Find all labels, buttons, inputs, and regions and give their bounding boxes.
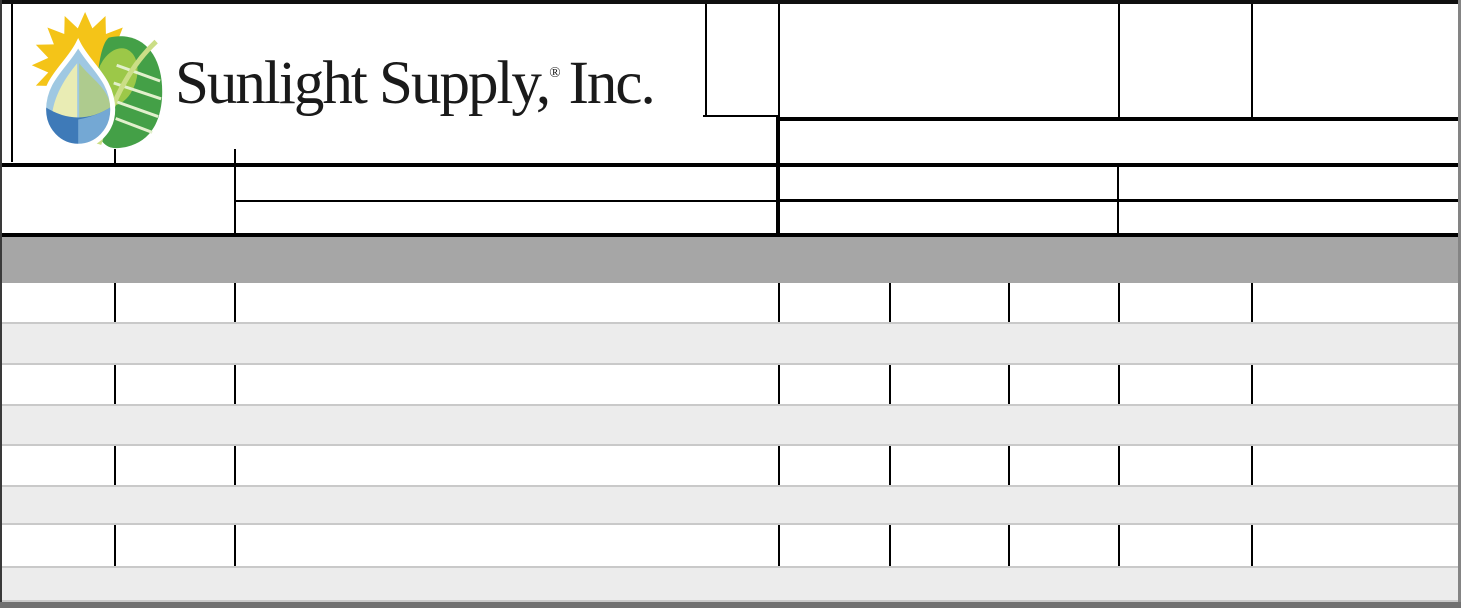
item-row-3-col-line-2 bbox=[234, 446, 236, 485]
item-row-3-col-line-6 bbox=[1118, 446, 1120, 485]
item-row-4-col-line-6 bbox=[1118, 525, 1120, 566]
header-cell-1 bbox=[780, 4, 1118, 116]
logo-text-suffix: Inc. bbox=[568, 49, 656, 117]
item-row-3-col-line-7 bbox=[1251, 446, 1253, 485]
header-cell-small bbox=[707, 4, 778, 116]
item-row-2-col-line-4 bbox=[889, 365, 891, 404]
item-row-4-col-line-1 bbox=[114, 525, 116, 566]
item-row-2-col-line-6 bbox=[1118, 365, 1120, 404]
item-row-1-col-line-7 bbox=[1251, 283, 1253, 322]
frame-border-top bbox=[0, 0, 1461, 4]
item-row-3-col-line-3 bbox=[778, 446, 780, 485]
section-divider-thick-1 bbox=[2, 163, 1458, 167]
logo-text-main: Sunlight Supply, bbox=[175, 49, 551, 117]
item-row-2-col-line-2 bbox=[234, 365, 236, 404]
item-row-1-col-line-1 bbox=[114, 283, 116, 322]
item-row-3-col-line-4 bbox=[889, 446, 891, 485]
info-right-cell-2b bbox=[1119, 202, 1458, 233]
row-separator-1 bbox=[2, 322, 1458, 365]
item-row-4-col-line-3 bbox=[778, 525, 780, 566]
item-row-4-col-line-5 bbox=[1008, 525, 1010, 566]
small-cell-bottom-border bbox=[703, 115, 779, 117]
reference-box-left-border bbox=[776, 117, 780, 237]
item-row-4-col-line-7 bbox=[1251, 525, 1253, 566]
info-row-divider-left bbox=[236, 200, 776, 202]
info-left-cell bbox=[2, 167, 234, 233]
info-row-divider-right bbox=[780, 199, 1458, 202]
item-row-3-col-line-5 bbox=[1008, 446, 1010, 485]
item-row-2 bbox=[2, 365, 1458, 404]
column-header-band bbox=[2, 237, 1458, 283]
frame-border-bottom bbox=[0, 602, 1461, 608]
item-row-1-col-line-5 bbox=[1008, 283, 1010, 322]
sun-leaf-waterdrop-logo-icon bbox=[31, 11, 163, 149]
logo-box-right-border bbox=[705, 4, 707, 116]
reference-box bbox=[780, 121, 1458, 163]
item-row-3-col-line-1 bbox=[114, 446, 116, 485]
frame-border-right bbox=[1458, 0, 1461, 608]
item-row-2-col-line-3 bbox=[778, 365, 780, 404]
item-row-1-col-line-6 bbox=[1118, 283, 1120, 322]
header-cell-3 bbox=[1253, 4, 1458, 116]
info-mid-cell-row-2 bbox=[236, 202, 776, 233]
item-row-4-col-line-2 bbox=[234, 525, 236, 566]
info-right-cell-1b bbox=[1119, 167, 1458, 199]
row-separator-3 bbox=[2, 485, 1458, 525]
header-col-divider-1 bbox=[778, 4, 780, 117]
reference-box-top-border bbox=[778, 117, 1458, 121]
item-row-1-col-line-3 bbox=[778, 283, 780, 322]
item-row-1-col-line-4 bbox=[889, 283, 891, 322]
section-divider-thick-2 bbox=[2, 233, 1458, 237]
header-col-divider-3 bbox=[1251, 4, 1253, 117]
header-cell-2 bbox=[1120, 4, 1251, 116]
item-row-4 bbox=[2, 525, 1458, 566]
frame-border-left bbox=[0, 0, 2, 608]
info-col-divider-left bbox=[234, 167, 236, 233]
logo-strip-col-tick-2 bbox=[234, 149, 236, 163]
info-right-cell-1a bbox=[780, 167, 1117, 199]
company-logo-text: Sunlight Supply,® Inc. bbox=[175, 49, 656, 117]
item-row-1-col-line-2 bbox=[234, 283, 236, 322]
logo-strip-col-tick-1 bbox=[114, 149, 116, 163]
item-row-2-col-line-7 bbox=[1251, 365, 1253, 404]
item-row-1 bbox=[2, 283, 1458, 322]
item-row-2-col-line-5 bbox=[1008, 365, 1010, 404]
registered-trademark-icon: ® bbox=[549, 64, 561, 81]
header-col-divider-2 bbox=[1118, 4, 1120, 117]
row-separator-4 bbox=[2, 566, 1458, 602]
item-row-3 bbox=[2, 446, 1458, 485]
item-row-2-col-line-1 bbox=[114, 365, 116, 404]
info-right-cell-2a bbox=[780, 202, 1117, 233]
company-logo-box: Sunlight Supply,® Inc. bbox=[11, 4, 705, 162]
info-mid-cell-row-1 bbox=[236, 167, 776, 200]
item-row-4-col-line-4 bbox=[889, 525, 891, 566]
row-separator-2 bbox=[2, 404, 1458, 446]
